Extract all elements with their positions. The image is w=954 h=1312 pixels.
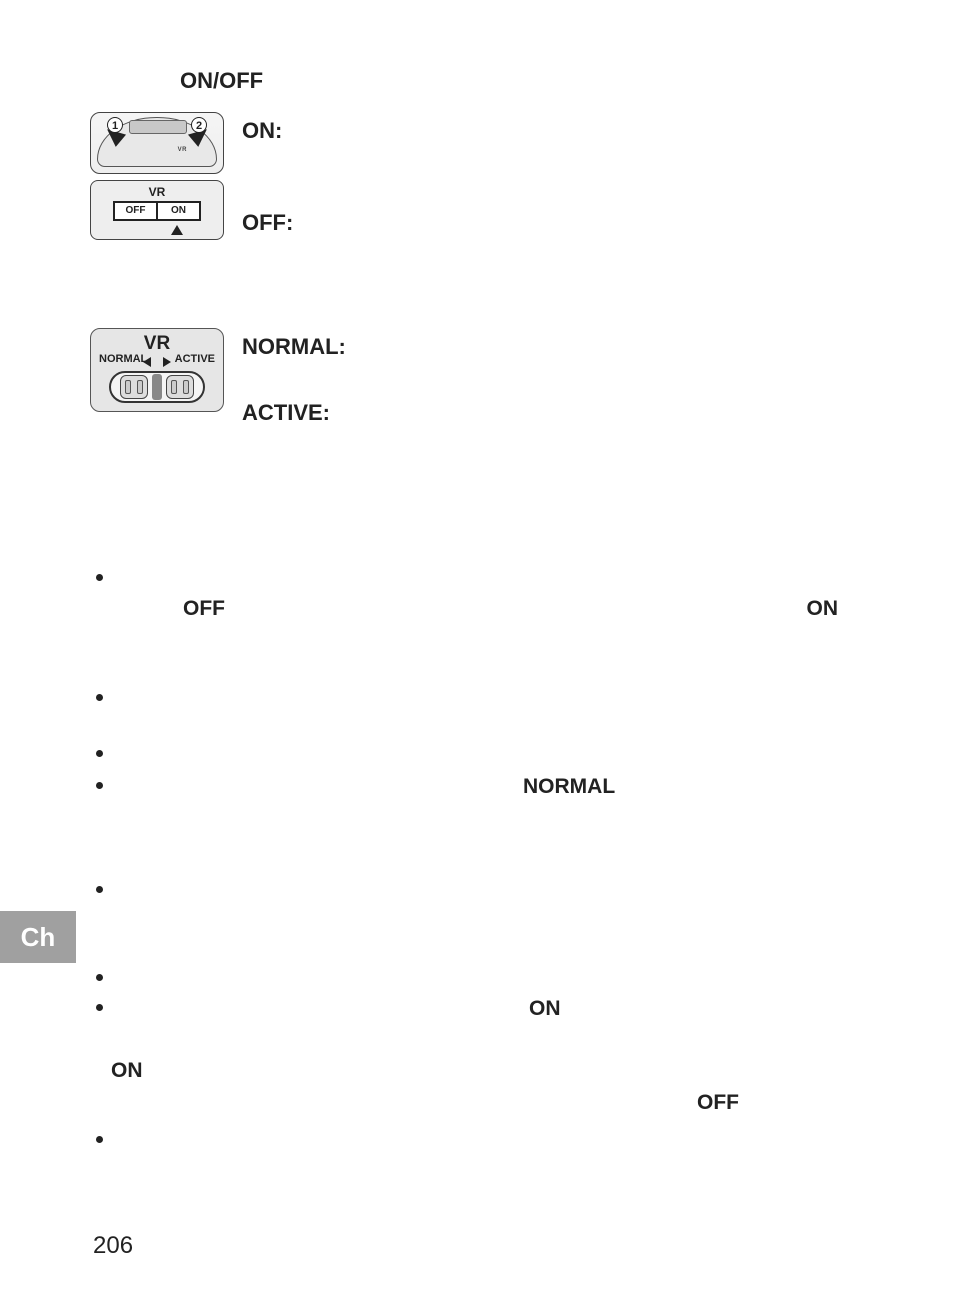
bullet-body: NORMAL	[121, 772, 856, 876]
bullet-body: ON ON OFF	[121, 994, 856, 1126]
list-item: NORMAL	[96, 772, 856, 876]
switch-box: OFF ON	[113, 201, 201, 221]
bullet-body	[121, 964, 856, 980]
switch-off-label: OFF	[115, 203, 156, 219]
list-item: ON ON OFF	[96, 994, 856, 1126]
figure-ring: 1 2 VR	[90, 112, 224, 174]
inline-on-b: ON	[111, 1056, 143, 1086]
bullet-icon	[96, 1136, 103, 1143]
bullet-list: OFF ON NORMAL	[96, 564, 856, 1156]
section-mode: VR NORMAL ACTIVE NORMAL: ACTIVE:	[90, 328, 860, 426]
page-content: ON/OFF 1 2 VR VR OFF ON	[90, 68, 860, 1156]
mode-active-label: ACTIVE	[175, 353, 215, 365]
inline-normal: NORMAL	[523, 772, 615, 802]
bullet-icon	[96, 974, 103, 981]
bullet-icon	[96, 750, 103, 757]
figure-switch-box: VR OFF ON	[90, 180, 224, 240]
mode-vr-label: VR	[91, 333, 223, 355]
bullet-body	[121, 684, 856, 740]
ring-vr-label: VR	[178, 147, 187, 153]
ring-plate	[129, 120, 187, 134]
bullet-icon	[96, 1004, 103, 1011]
bullet-icon	[96, 694, 103, 701]
mode-tri-left-icon	[143, 357, 151, 367]
bullet-body	[121, 1126, 856, 1156]
mode-normal-label: NORMAL	[99, 353, 147, 365]
bullet-icon	[96, 886, 103, 893]
page-number: 206	[93, 1232, 133, 1260]
list-item	[96, 876, 856, 964]
onoff-labels: ON: OFF:	[242, 112, 293, 236]
mode-knob-right	[166, 375, 194, 399]
label-on: ON:	[242, 118, 293, 144]
list-item	[96, 1126, 856, 1156]
label-normal: NORMAL:	[242, 334, 346, 360]
mode-knob-left	[120, 375, 148, 399]
bullet-body	[121, 740, 856, 772]
inline-on-a: ON	[529, 994, 561, 1024]
figure-vr-onoff: 1 2 VR VR OFF ON	[90, 112, 224, 240]
label-off: OFF:	[242, 210, 293, 236]
list-item	[96, 740, 856, 772]
mode-labels: NORMAL: ACTIVE:	[242, 328, 346, 426]
inline-off-b: OFF	[697, 1088, 739, 1118]
switch-on-label: ON	[158, 203, 199, 219]
list-item: OFF ON	[96, 564, 856, 684]
bullet-body	[121, 876, 856, 964]
mode-tri-right-icon	[163, 357, 171, 367]
bullet-icon	[96, 782, 103, 789]
chapter-tab: Ch	[0, 911, 76, 963]
mode-switch	[109, 371, 205, 403]
bullet-body: OFF ON	[121, 564, 856, 684]
indicator-icon	[171, 225, 183, 235]
bullet-icon	[96, 574, 103, 581]
label-active: ACTIVE:	[242, 400, 346, 426]
section-onoff: 1 2 VR VR OFF ON ON: OFF:	[90, 112, 860, 240]
heading-onoff: ON/OFF	[180, 68, 860, 94]
figure-vr-mode: VR NORMAL ACTIVE	[90, 328, 224, 412]
list-item	[96, 964, 856, 994]
switch-vr-label: VR	[91, 185, 223, 199]
inline-off: OFF	[183, 594, 225, 624]
inline-on: ON	[807, 594, 839, 624]
list-item	[96, 684, 856, 740]
callout-2: 2	[191, 117, 207, 133]
callout-1: 1	[107, 117, 123, 133]
mode-center	[152, 374, 162, 400]
